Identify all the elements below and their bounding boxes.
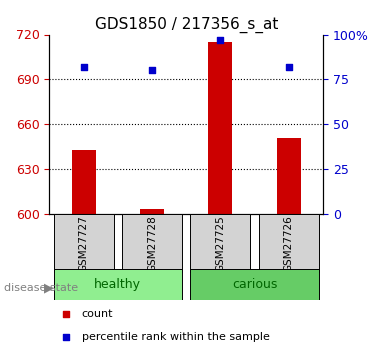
Point [286, 64, 292, 70]
Text: ▶: ▶ [44, 282, 53, 295]
Point [149, 68, 155, 73]
Text: GSM27725: GSM27725 [215, 215, 225, 272]
Bar [190, 214, 250, 273]
Bar [54, 214, 114, 273]
Text: healthy: healthy [94, 278, 141, 291]
Bar [140, 209, 164, 214]
Bar [122, 214, 182, 273]
Bar [277, 138, 301, 214]
Point [62, 334, 68, 339]
Bar [209, 42, 233, 214]
Text: GSM27727: GSM27727 [79, 215, 89, 272]
Text: percentile rank within the sample: percentile rank within the sample [82, 332, 269, 342]
Text: GSM27728: GSM27728 [147, 215, 157, 272]
Point [81, 64, 87, 70]
Bar [54, 269, 182, 300]
Bar [190, 269, 319, 300]
Bar [259, 214, 319, 273]
Text: disease state: disease state [4, 283, 78, 293]
Text: carious: carious [232, 278, 277, 291]
Bar [72, 150, 96, 214]
Title: GDS1850 / 217356_s_at: GDS1850 / 217356_s_at [95, 17, 278, 33]
Point [62, 311, 68, 317]
Point [217, 37, 223, 43]
Text: GSM27726: GSM27726 [284, 215, 294, 272]
Text: count: count [82, 309, 113, 319]
